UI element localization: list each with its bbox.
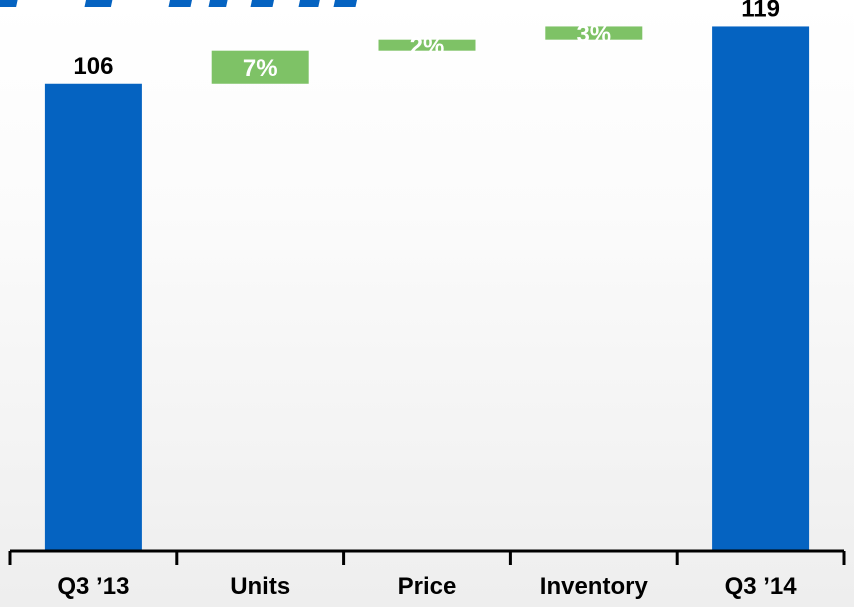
bar-total [712,26,810,552]
x-tick-label: Q3 ’14 [725,573,798,600]
title-fragment-stroke [208,0,228,7]
title-fragment-stroke [333,0,357,7]
bar-total [44,83,142,551]
bar-value-label: 106 [73,53,113,80]
title-fragment-stroke [298,0,320,7]
bar-delta [211,50,309,84]
bar-value-label: 2% [410,33,445,60]
x-tick-label: Inventory [540,573,649,600]
x-tick-label: Price [398,573,457,600]
bar-value-label: 119 [741,0,780,22]
title-fragment-stroke [84,0,113,7]
bar-value-label: 3% [576,21,611,48]
x-tick-label: Units [230,573,290,600]
x-tick-label: Q3 ’13 [57,573,129,600]
x-axis: Q3 ’13 Units Price Inventory Q3 ’14 [8,549,846,600]
title-fragment-stroke [250,0,274,7]
title-fragment-cropped [0,0,357,7]
title-fragment-stroke [168,0,192,7]
bar-delta [545,26,643,40]
title-fragment-stroke [0,0,18,7]
bar-delta [378,39,476,51]
bars-layer: 106 7% 2% 3% 119 [44,0,810,552]
bar-value-label: 7% [243,55,278,82]
